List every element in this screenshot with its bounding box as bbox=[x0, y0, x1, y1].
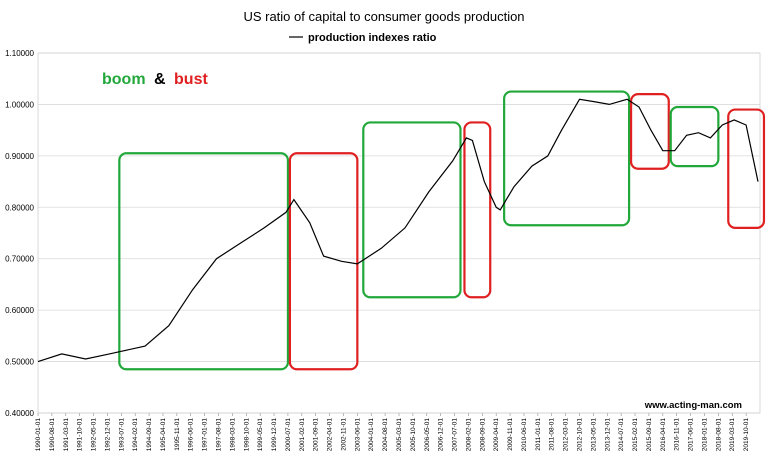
y-tick-label: 1.00000 bbox=[5, 100, 34, 109]
annotation-bust: bust bbox=[174, 71, 208, 88]
x-tick-label: 1992-05-01 bbox=[91, 418, 98, 452]
x-tick-label: 1998-10-01 bbox=[243, 418, 250, 452]
annotation-boom: boom bbox=[102, 71, 146, 88]
boom-region-7 bbox=[669, 105, 720, 168]
plot-area bbox=[37, 52, 761, 414]
y-tick-label: 0.70000 bbox=[5, 255, 34, 264]
y-tick-label: 0.40000 bbox=[5, 409, 34, 418]
x-tick-label: 1991-10-01 bbox=[77, 418, 84, 452]
legend-label: production indexes ratio bbox=[308, 32, 437, 44]
x-tick-label: 1999-05-01 bbox=[257, 418, 264, 452]
x-tick-label: 2000-07-01 bbox=[285, 418, 292, 452]
y-tick-label: 0.60000 bbox=[5, 306, 34, 315]
x-tick-label: 1994-09-01 bbox=[146, 418, 153, 452]
chart-title: US ratio of capital to consumer goods pr… bbox=[243, 9, 524, 24]
y-axis-ticks: 0.40000 0.50000 0.60000 0.70000 0.80000 0.900… bbox=[5, 49, 34, 418]
x-tick-label: 2006-05-01 bbox=[424, 418, 431, 452]
y-tick-label: 0.80000 bbox=[5, 203, 34, 212]
x-tick-label: 2012-10-01 bbox=[577, 418, 584, 452]
x-tick-label: 2016-11-01 bbox=[674, 418, 681, 451]
x-tick-label: 2011-01-01 bbox=[535, 418, 542, 451]
x-tick-label: 1991-03-01 bbox=[63, 418, 70, 452]
x-tick-label: 2001-02-01 bbox=[299, 418, 306, 452]
x-tick-label: 2005-03-01 bbox=[396, 418, 403, 452]
x-tick-label: 2004-08-01 bbox=[382, 418, 389, 452]
x-axis-ticks: 1990-01-01 1990-08-01 1991-03-01 1991-10-01… bbox=[35, 413, 750, 451]
boom-region-1 bbox=[118, 152, 290, 371]
x-tick-label: 1995-11-01 bbox=[174, 418, 181, 451]
x-tick-label: 2004-01-01 bbox=[368, 418, 375, 452]
x-tick-label: 1998-03-01 bbox=[229, 418, 236, 452]
x-tick-label: 2002-04-01 bbox=[327, 418, 334, 452]
x-tick-label: 2014-07-01 bbox=[618, 418, 625, 452]
x-tick-label: 1996-06-01 bbox=[188, 418, 195, 452]
x-tick-label: 2007-07-01 bbox=[452, 418, 459, 452]
boom-region-3 bbox=[362, 121, 462, 299]
annotation-label: boom & bust bbox=[102, 71, 208, 88]
bust-region-8 bbox=[727, 108, 766, 229]
x-tick-label: 1999-12-01 bbox=[271, 418, 278, 452]
x-tick-label: 1994-02-01 bbox=[132, 418, 139, 452]
x-tick-label: 2010-06-01 bbox=[521, 418, 528, 452]
y-tick-label: 0.50000 bbox=[5, 358, 34, 367]
y-tick-label: 0.90000 bbox=[5, 152, 34, 161]
x-tick-label: 2006-12-01 bbox=[438, 418, 445, 452]
x-tick-label: 1993-07-01 bbox=[118, 418, 125, 452]
y-tick-label: 1.10000 bbox=[5, 49, 34, 58]
x-tick-label: 1990-01-01 bbox=[35, 418, 42, 452]
x-tick-label: 2005-10-01 bbox=[410, 418, 417, 452]
annotation-amp: & bbox=[154, 71, 166, 88]
x-tick-label: 2013-12-01 bbox=[604, 418, 611, 452]
x-tick-label: 2008-09-01 bbox=[479, 418, 486, 452]
x-tick-label: 2018-01-01 bbox=[701, 418, 708, 452]
boom-bust-regions bbox=[118, 90, 766, 371]
x-tick-label: 1995-04-01 bbox=[160, 418, 167, 452]
x-tick-label: 2001-09-01 bbox=[313, 418, 320, 452]
x-tick-label: 1997-01-01 bbox=[202, 418, 209, 452]
x-tick-label: 2019-03-01 bbox=[729, 418, 736, 452]
x-tick-label: 2003-06-01 bbox=[354, 418, 361, 452]
watermark: www.acting-man.com bbox=[644, 400, 742, 411]
x-tick-label: 2013-05-01 bbox=[590, 418, 597, 452]
x-tick-label: 2012-03-01 bbox=[563, 418, 570, 452]
x-tick-label: 2018-08-01 bbox=[715, 418, 722, 452]
x-tick-label: 1990-08-01 bbox=[49, 418, 56, 452]
x-tick-label: 2015-02-01 bbox=[632, 418, 639, 452]
x-tick-label: 1997-08-01 bbox=[216, 418, 223, 452]
bust-region-4 bbox=[463, 121, 492, 299]
x-tick-label: 2009-04-01 bbox=[493, 418, 500, 452]
x-tick-label: 2002-11-01 bbox=[340, 418, 347, 451]
x-tick-label: 2019-10-01 bbox=[743, 418, 750, 452]
x-tick-label: 2016-04-01 bbox=[660, 418, 667, 452]
x-tick-label: 2009-11-01 bbox=[507, 418, 514, 451]
series-line bbox=[37, 98, 759, 363]
x-tick-label: 2015-09-01 bbox=[646, 418, 653, 452]
x-tick-label: 2008-02-01 bbox=[465, 418, 472, 452]
bust-region-6 bbox=[629, 93, 670, 170]
x-tick-label: 2011-08-01 bbox=[549, 418, 556, 451]
bust-region-2 bbox=[288, 152, 359, 371]
x-tick-label: 2017-06-01 bbox=[688, 418, 695, 452]
boom-region-5 bbox=[503, 90, 631, 227]
x-tick-label: 1992-12-01 bbox=[104, 418, 111, 452]
